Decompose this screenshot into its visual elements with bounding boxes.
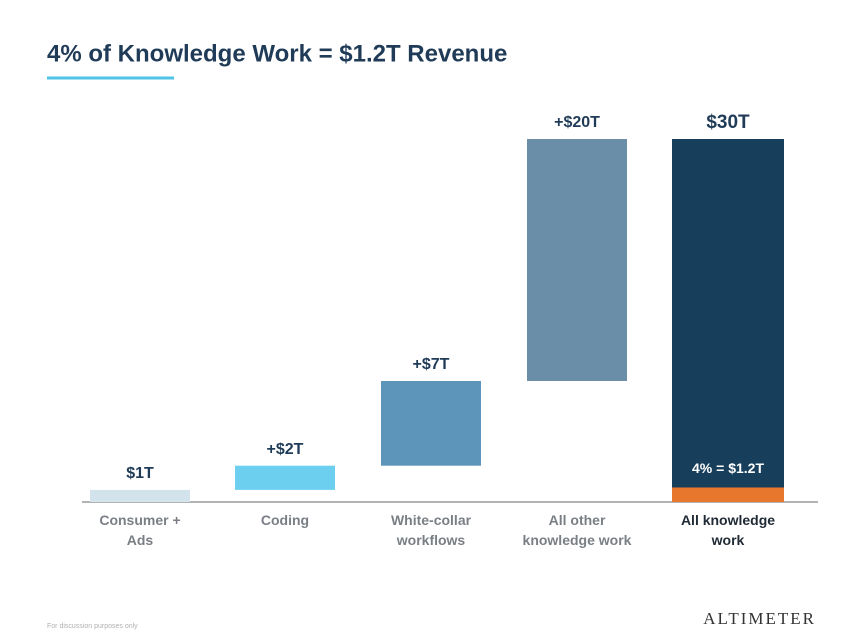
highlight-bar [672, 487, 784, 502]
category-label: White-collar workflows [390, 512, 472, 548]
value-label: $1T [126, 465, 154, 482]
category-label: Coding [260, 512, 310, 528]
bar [235, 465, 335, 490]
bar [381, 381, 481, 466]
category-label: All other knowledge work [522, 512, 632, 548]
value-label: +$20T [554, 114, 600, 131]
value-label: +$2T [267, 441, 304, 458]
value-label: $30T [706, 112, 750, 133]
bar [672, 139, 784, 502]
bar [527, 139, 627, 381]
value-label: +$7T [413, 356, 450, 373]
footer-note: For discussion purposes only [47, 623, 138, 630]
chart-title: 4% of Knowledge Work = $1.2T Revenue [47, 40, 507, 67]
bar [90, 489, 190, 502]
logo: ALTIMETER [703, 609, 816, 628]
category-label: All knowledge work [680, 512, 776, 548]
category-label: Consumer + Ads [99, 512, 181, 548]
highlight-label: 4% = $1.2T [692, 460, 764, 476]
